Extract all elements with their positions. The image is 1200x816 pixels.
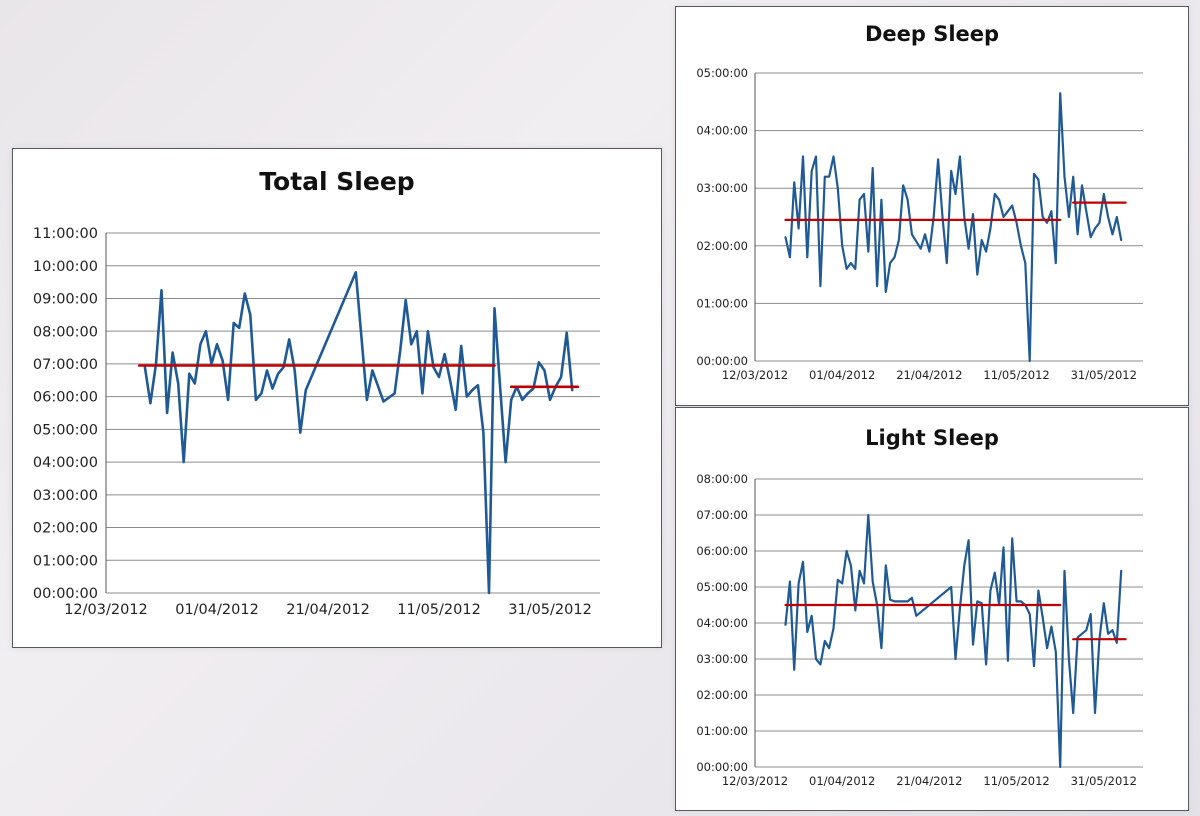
y-tick-label: 01:00:00 — [696, 724, 748, 738]
y-tick-label: 03:00:00 — [696, 652, 748, 666]
y-tick-label: 01:00:00 — [696, 296, 748, 310]
light-sleep-panel: Light Sleep 00:00:00 01:00:00 02:00:00 03:0… — [675, 407, 1189, 811]
sleep-series-line — [784, 92, 1123, 363]
y-tick-label: 07:00:00 — [696, 508, 748, 522]
x-tick-label: 01/04/2012 — [809, 368, 875, 382]
y-tick-label: 08:00:00 — [696, 472, 748, 486]
chart-title: Deep Sleep — [864, 22, 1000, 46]
y-tick-label: 08:00:00 — [33, 324, 98, 340]
y-tick-label: 11:00:00 — [33, 226, 98, 242]
y-tick-label: 03:00:00 — [696, 181, 748, 195]
y-tick-label: 05:00:00 — [33, 422, 98, 438]
y-tick-label: 04:00:00 — [696, 124, 748, 138]
y-tick-label: 01:00:00 — [33, 553, 98, 569]
x-tick-label: 31/05/2012 — [1071, 774, 1137, 788]
x-tick-label: 31/05/2012 — [1071, 368, 1137, 382]
y-tick-label: 04:00:00 — [33, 455, 98, 471]
chart-title: Total Sleep — [259, 167, 415, 196]
y-tick-label: 05:00:00 — [696, 580, 748, 594]
y-tick-label: 03:00:00 — [33, 488, 98, 504]
x-tick-label: 21/04/2012 — [896, 368, 962, 382]
y-tick-label: 06:00:00 — [696, 544, 748, 558]
sleep-series-line — [143, 271, 574, 595]
y-tick-label: 00:00:00 — [696, 354, 748, 368]
x-tick-label: 12/03/2012 — [722, 774, 788, 788]
chart-title: Light Sleep — [865, 426, 999, 450]
y-tick-label: 02:00:00 — [33, 521, 98, 537]
x-tick-label: 01/04/2012 — [175, 602, 259, 618]
y-tick-label: 02:00:00 — [696, 688, 748, 702]
y-tick-label: 04:00:00 — [696, 616, 748, 630]
x-tick-label: 12/03/2012 — [64, 602, 148, 618]
y-tick-label: 00:00:00 — [696, 760, 748, 774]
x-tick-label: 21/04/2012 — [286, 602, 370, 618]
y-tick-label: 02:00:00 — [696, 239, 748, 253]
y-tick-label: 07:00:00 — [33, 357, 98, 373]
y-tick-label: 05:00:00 — [696, 66, 748, 80]
x-tick-label: 11/05/2012 — [397, 602, 481, 618]
deep-sleep-panel: Deep Sleep 00:00:00 01:00:00 02:00:00 03:00… — [675, 6, 1189, 406]
y-tick-label: 10:00:00 — [33, 259, 98, 275]
x-tick-label: 01/04/2012 — [809, 774, 875, 788]
sleep-series-line — [784, 513, 1123, 769]
x-tick-label: 11/05/2012 — [983, 774, 1049, 788]
x-tick-label: 11/05/2012 — [983, 368, 1049, 382]
total-sleep-panel: Total Sleep 00:00:00 01:00:00 02:00:00 03:0… — [12, 148, 662, 648]
total-sleep-plot: 00:00:00 01:00:00 02:00:00 03:00:00 04:00:00… — [33, 226, 600, 618]
y-tick-label: 00:00:00 — [33, 586, 98, 602]
y-tick-label: 09:00:00 — [33, 292, 98, 308]
x-tick-label: 31/05/2012 — [508, 602, 592, 618]
x-tick-label: 12/03/2012 — [722, 368, 788, 382]
deep-sleep-plot: 00:00:00 01:00:00 02:00:00 03:00:00 04:00:00… — [696, 66, 1143, 382]
x-tick-label: 21/04/2012 — [896, 774, 962, 788]
y-tick-label: 06:00:00 — [33, 390, 98, 406]
light-sleep-plot: 00:00:00 01:00:00 02:00:00 03:00:00 04:00:00… — [696, 472, 1143, 788]
